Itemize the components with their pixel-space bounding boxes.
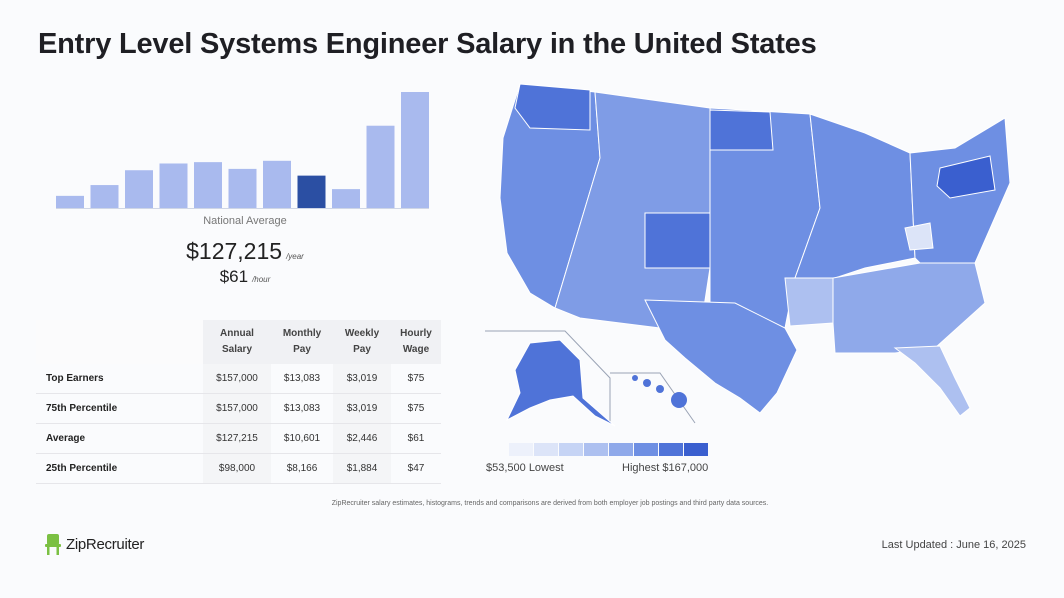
header-annual-salary: Annual Salary: [203, 320, 271, 364]
map-hawaii-island: [632, 375, 638, 381]
histogram-bar: [366, 125, 395, 208]
hourly-unit: /hour: [252, 275, 271, 284]
cell-weekly: $1,884: [333, 453, 391, 484]
map-hawaii-island: [656, 385, 664, 393]
table-row: 25th Percentile $98,000 $8,166 $1,884 $4…: [36, 453, 441, 484]
table-row: Top Earners $157,000 $13,083 $3,019 $75: [36, 364, 441, 394]
salary-histogram: [56, 92, 429, 209]
legend-swatch: [584, 443, 608, 456]
map-florida: [893, 345, 971, 417]
ziprecruiter-logo: ZipRecruiter: [44, 532, 144, 556]
cell-hourly: $75: [391, 364, 441, 394]
cell-monthly: $13,083: [271, 393, 333, 424]
cell-monthly: $13,083: [271, 364, 333, 394]
alaska-inset-frame: [485, 330, 611, 423]
histogram-bar: [228, 168, 257, 208]
histogram-bar: [125, 170, 153, 208]
salary-table: Annual Salary Monthly Pay Weekly Pay Hourly…: [36, 320, 441, 484]
map-west-virginia: [904, 222, 934, 251]
chair-icon: [45, 534, 61, 555]
cell-weekly: $3,019: [333, 393, 391, 424]
header-monthly-pay: Monthly Pay: [271, 320, 333, 364]
cell-monthly: $10,601: [271, 423, 333, 454]
page-title: Entry Level Systems Engineer Salary in t…: [38, 28, 817, 60]
map-color-scale: [509, 443, 708, 456]
cell-hourly: $61: [391, 423, 441, 454]
header-hourly-wage: Hourly Wage: [391, 320, 441, 364]
map-new-york: [936, 155, 996, 199]
last-updated: Last Updated : June 16, 2025: [881, 539, 1026, 551]
legend-swatch: [559, 443, 583, 456]
legend-swatch: [659, 443, 683, 456]
legend-swatch: [684, 443, 708, 456]
map-alaska: [505, 339, 616, 427]
table-header-blank: [36, 320, 203, 364]
map-midwest-region: [794, 113, 916, 279]
legend-high-label: Highest $167,000: [622, 462, 709, 474]
legend-swatch: [534, 443, 558, 456]
table-header-row: Annual Salary Monthly Pay Weekly Pay Hourly…: [36, 320, 441, 364]
legend-low-label: $53,500 Lowest: [486, 462, 564, 474]
histogram-bar: [90, 185, 119, 208]
national-average-annual: $127,215/year: [130, 238, 360, 265]
contiguous-us: [499, 83, 1010, 417]
hourly-wage-value: $61: [219, 267, 249, 286]
national-average-hourly: $61/hour: [130, 267, 360, 287]
national-average-label: National Average: [203, 215, 287, 227]
row-label: Top Earners: [36, 364, 203, 394]
us-salary-map: [485, 83, 1010, 456]
legend-swatch: [634, 443, 658, 456]
map-hawaii-island: [671, 392, 687, 408]
histogram-bar: [56, 195, 84, 208]
cell-weekly: $3,019: [333, 364, 391, 394]
cell-annual: $157,000: [203, 364, 271, 394]
cell-weekly: $2,446: [333, 423, 391, 454]
inset-alaska: [485, 330, 616, 427]
annual-unit: /year: [286, 252, 304, 261]
map-arkansas: [784, 277, 836, 327]
cell-annual: $157,000: [203, 393, 271, 424]
legend-swatch: [509, 443, 533, 456]
map-south-region: [832, 262, 986, 354]
header-weekly-pay: Weekly Pay: [333, 320, 391, 364]
footnote: ZipRecruiter salary estimates, histogram…: [331, 500, 769, 507]
cell-annual: $127,215: [203, 423, 271, 454]
map-hawaii-island: [643, 379, 651, 387]
histogram-bar: [401, 92, 429, 208]
cell-annual: $98,000: [203, 453, 271, 484]
row-label: Average: [36, 423, 203, 454]
histogram-bar-national-average: [297, 175, 326, 208]
map-colorado: [644, 212, 711, 269]
histogram-bar: [332, 189, 360, 208]
row-label: 75th Percentile: [36, 393, 203, 424]
cell-hourly: $75: [391, 393, 441, 424]
cell-hourly: $47: [391, 453, 441, 484]
annual-salary-value: $127,215: [186, 238, 283, 264]
map-washington: [514, 83, 591, 131]
brand-name: ZipRecruiter: [66, 535, 145, 553]
map-texas: [644, 299, 798, 414]
cell-monthly: $8,166: [271, 453, 333, 484]
row-label: 25th Percentile: [36, 453, 203, 484]
legend-swatch: [609, 443, 633, 456]
map-north-dakota: [709, 109, 774, 151]
table-row: 75th Percentile $157,000 $13,083 $3,019 …: [36, 393, 441, 424]
inset-hawaii: [610, 372, 696, 424]
table-row: Average $127,215 $10,601 $2,446 $61: [36, 423, 441, 454]
histogram-bar: [263, 160, 291, 208]
histogram-bar: [159, 163, 188, 208]
histogram-bar: [194, 162, 222, 208]
